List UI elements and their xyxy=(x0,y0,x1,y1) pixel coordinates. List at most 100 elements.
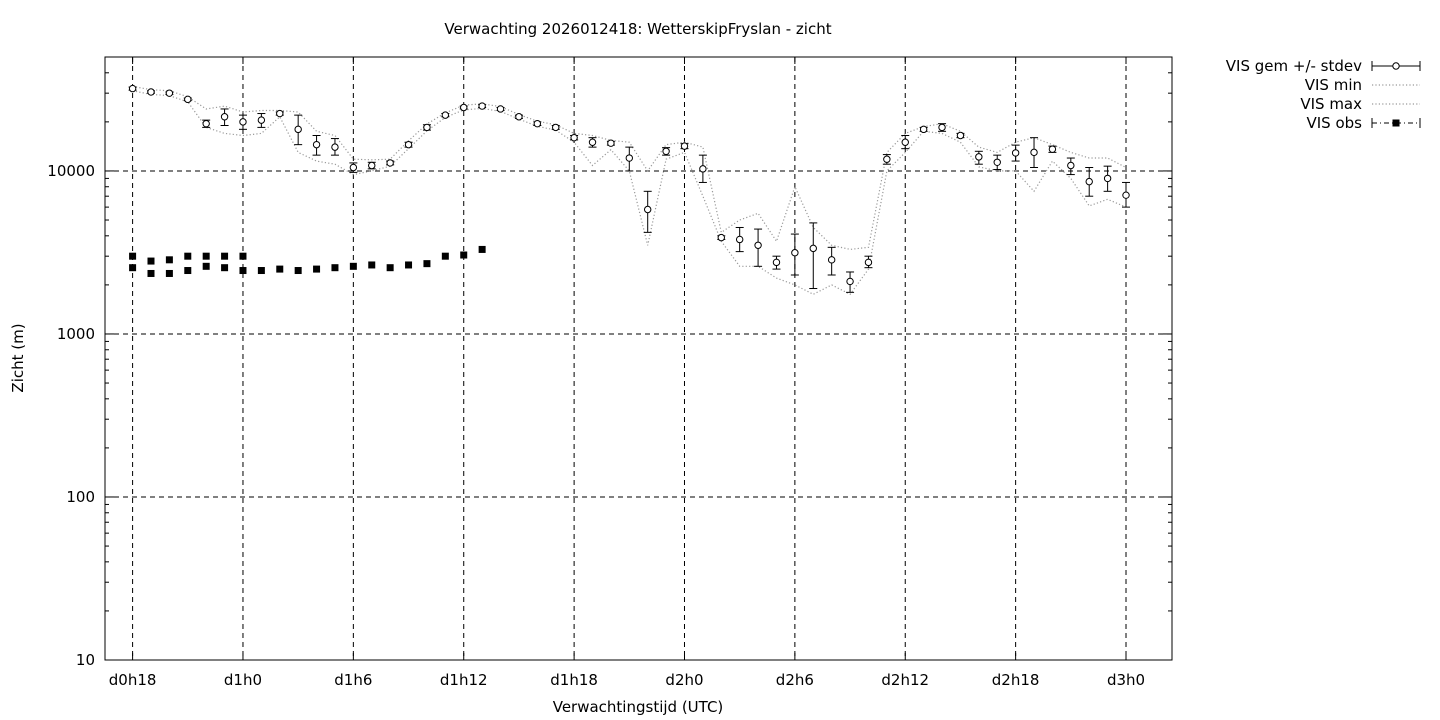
vis-mean-point xyxy=(643,205,652,214)
vis-mean-point xyxy=(993,158,1001,166)
vis-obs-point xyxy=(165,256,173,264)
vis-mean-point xyxy=(533,119,542,128)
vis-obs-point xyxy=(202,252,210,260)
vis-obs-point xyxy=(368,261,376,269)
vis-obs-point xyxy=(184,252,192,260)
vis-obs-point xyxy=(165,269,173,277)
vis-mean-point xyxy=(919,125,928,134)
chart-title: Verwachting 2026012418: WetterskipFrysla… xyxy=(444,20,831,38)
x-tick-label: d2h18 xyxy=(992,671,1040,689)
vis-obs-point xyxy=(478,245,486,253)
vis-obs-point xyxy=(221,252,229,260)
legend-square-marker xyxy=(1392,119,1400,127)
vis-mean-point xyxy=(349,163,358,172)
grid-lines xyxy=(105,57,1172,661)
x-tick-label: d1h6 xyxy=(334,671,372,689)
x-tick-label: d1h0 xyxy=(224,671,262,689)
vis-obs-point xyxy=(313,265,321,273)
vis-mean-point xyxy=(1030,148,1038,157)
vis-obs-point xyxy=(239,267,247,275)
vis-obs-point xyxy=(239,252,247,260)
vis-mean-point xyxy=(441,111,450,119)
legend-circle-marker xyxy=(1392,62,1400,70)
vis-obs-point xyxy=(331,264,339,272)
y-tick-label: 10000 xyxy=(47,162,95,180)
vis-mean-point xyxy=(956,131,965,140)
vis-obs-point xyxy=(202,262,210,270)
vis-obs-point xyxy=(405,261,413,269)
x-tick-label: d2h6 xyxy=(776,671,814,689)
vis-mean-point xyxy=(864,258,873,267)
legend-label: VIS obs xyxy=(1307,114,1363,132)
vis-mean-point xyxy=(680,142,689,150)
vis-obs-point xyxy=(147,257,155,265)
vis-mean-point xyxy=(404,140,413,149)
x-tick-label: d3h0 xyxy=(1107,671,1145,689)
x-tick-label: d0h18 xyxy=(109,671,157,689)
vis-obs-point xyxy=(441,252,449,260)
x-axis-label: Verwachtingstijd (UTC) xyxy=(553,698,724,716)
vis-mean-point xyxy=(846,277,854,286)
vis-obs-point xyxy=(147,269,155,277)
vis-mean-point xyxy=(478,102,486,110)
vis-mean-point xyxy=(515,113,523,121)
vis-obs-point xyxy=(257,267,265,275)
vis-obs-point xyxy=(349,262,357,270)
vis-mean-point xyxy=(128,84,137,93)
vis-mean-point xyxy=(202,119,210,128)
vis-max-line xyxy=(132,85,1127,251)
vis-mean-point xyxy=(1067,161,1075,170)
vis-mean-point xyxy=(975,153,983,161)
vis-obs-point xyxy=(129,252,137,260)
vis-mean-point xyxy=(331,143,339,151)
vis-obs-point xyxy=(221,264,229,272)
vis-obs-point xyxy=(129,264,137,272)
vis-mean-point xyxy=(662,147,670,155)
vis-mean-point xyxy=(460,103,468,112)
vis-obs-point xyxy=(386,264,394,272)
vis-mean-point xyxy=(368,161,376,170)
legend-label: VIS max xyxy=(1300,95,1362,113)
y-tick-label: 100 xyxy=(66,488,95,506)
vis-mean-point xyxy=(938,123,946,132)
y-tick-label: 10 xyxy=(76,651,95,669)
vis-obs-point xyxy=(294,267,302,275)
vis-obs-point xyxy=(184,267,192,275)
vis-mean-point xyxy=(1103,174,1112,183)
vis-mean-point xyxy=(754,241,762,249)
vis-mean-point xyxy=(496,105,505,113)
vis-mean-point xyxy=(717,233,725,242)
vis-mean-point xyxy=(791,249,799,257)
vis-mean-point xyxy=(312,140,321,149)
y-axis-label: Zicht (m) xyxy=(9,323,27,392)
vis-mean-point xyxy=(147,88,155,96)
vis-obs-point xyxy=(276,265,284,273)
plot-frame xyxy=(104,56,1173,661)
vis-mean-point xyxy=(220,113,229,121)
vis-min-line xyxy=(132,90,1127,296)
y-tick-label: 1000 xyxy=(57,325,95,343)
vis-mean-point xyxy=(1085,177,1093,186)
x-tick-label: d1h18 xyxy=(550,671,598,689)
data-series xyxy=(128,84,1131,296)
vis-mean-point xyxy=(588,138,597,146)
vis-mean-point xyxy=(1011,149,1020,157)
vis-mean-point xyxy=(294,125,302,134)
vis-mean-point xyxy=(901,138,909,146)
legend-label: VIS gem +/- stdev xyxy=(1226,57,1362,75)
vis-mean-point xyxy=(699,165,707,173)
vis-mean-point xyxy=(423,123,431,132)
vis-mean-point xyxy=(570,133,578,142)
x-tick-label: d1h12 xyxy=(440,671,488,689)
x-tick-label: d2h0 xyxy=(665,671,703,689)
vis-mean-point xyxy=(735,235,744,244)
vis-mean-point xyxy=(1122,191,1130,199)
vis-mean-point xyxy=(165,89,174,97)
vis-mean-point xyxy=(883,155,891,163)
vis-obs-point xyxy=(423,260,431,268)
vis-mean-point xyxy=(607,139,615,147)
vis-mean-point xyxy=(257,116,266,124)
legend-label: VIS min xyxy=(1305,76,1362,94)
